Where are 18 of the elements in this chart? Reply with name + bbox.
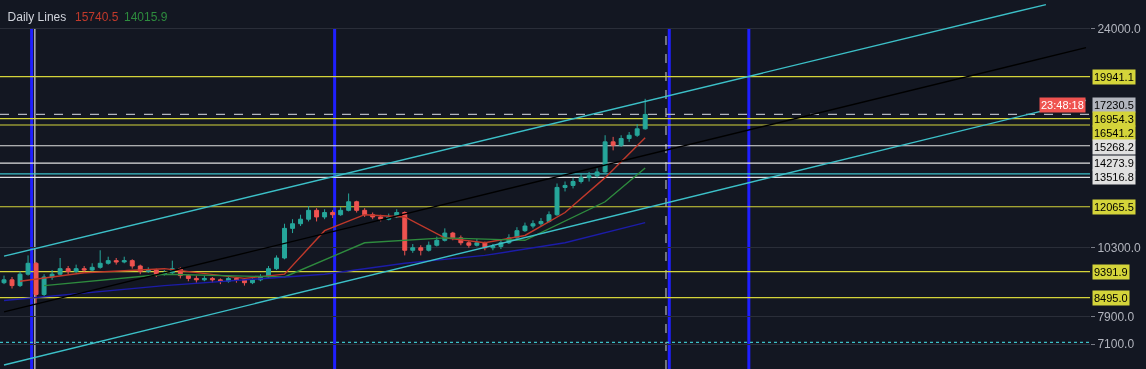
text: Daily Lines — [7, 10, 67, 25]
ref-line-label: 14273.9 — [1094, 157, 1134, 169]
text: 14015.9 — [124, 10, 168, 24]
ref-line-label: 15268.2 — [1094, 141, 1134, 153]
y-tick-label: 24000.0 — [1097, 21, 1142, 36]
y-tick-label: 7900.0 — [1097, 309, 1135, 324]
y-tick-label: 10300.0 — [1097, 240, 1142, 255]
ref-line-label: 17230.5 — [1094, 99, 1134, 111]
ref-line-label: 16954.3 — [1094, 113, 1134, 125]
ref-line-label: 19941.1 — [1094, 71, 1134, 83]
text: 15740.5 — [75, 10, 119, 24]
ref-line-label: 9391.9 — [1094, 266, 1128, 278]
ref-line-label: 16541.2 — [1094, 127, 1134, 139]
ref-line-label: 13516.8 — [1094, 171, 1134, 183]
y-tick-label: 7100.0 — [1097, 337, 1135, 352]
ref-line-label: 12065.5 — [1094, 201, 1134, 213]
ref-line-label: 8495.0 — [1094, 292, 1128, 304]
annotation: 23:48:18 — [1041, 99, 1084, 111]
